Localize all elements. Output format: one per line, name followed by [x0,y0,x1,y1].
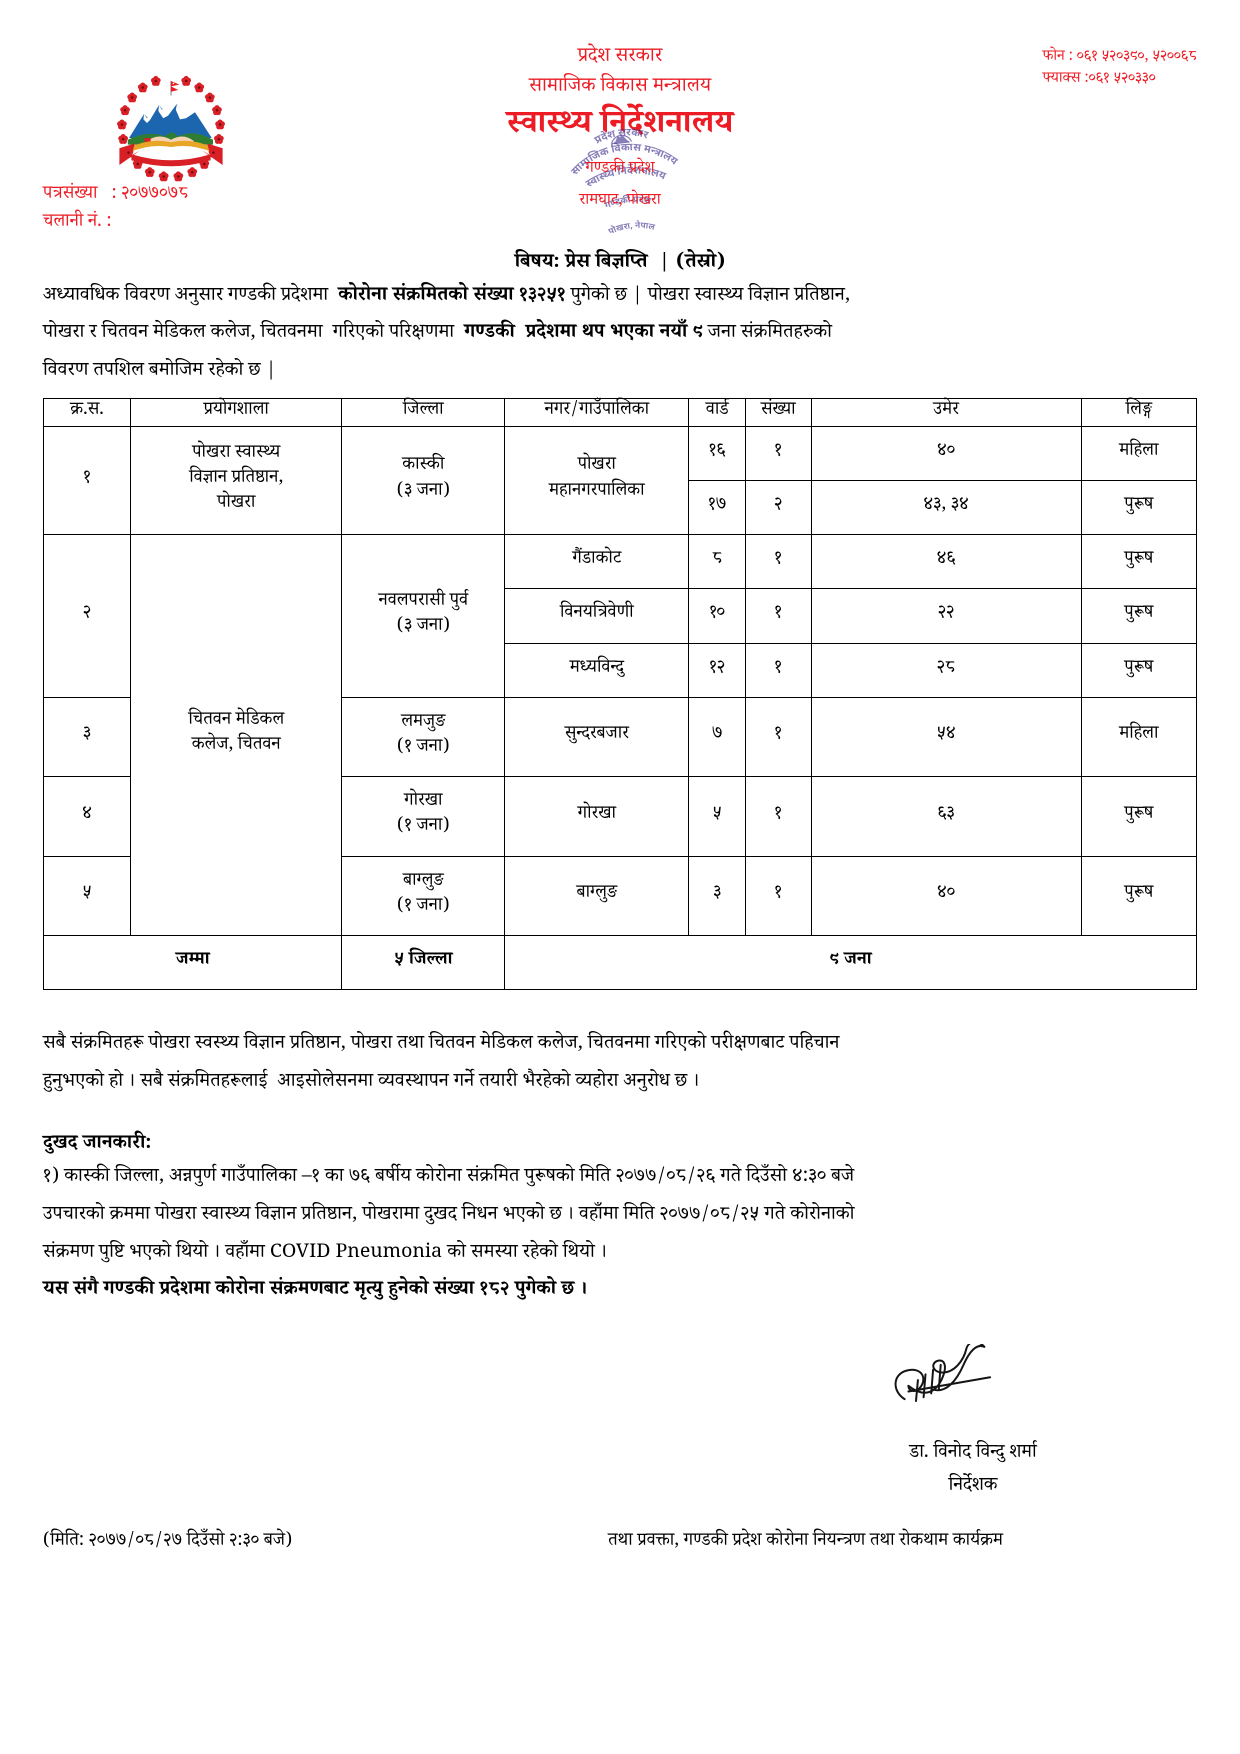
svg-text:पोखरा, नेपाल: पोखरा, नेपाल [607,219,658,239]
